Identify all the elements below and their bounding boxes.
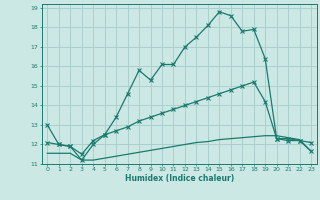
X-axis label: Humidex (Indice chaleur): Humidex (Indice chaleur) bbox=[124, 174, 234, 183]
